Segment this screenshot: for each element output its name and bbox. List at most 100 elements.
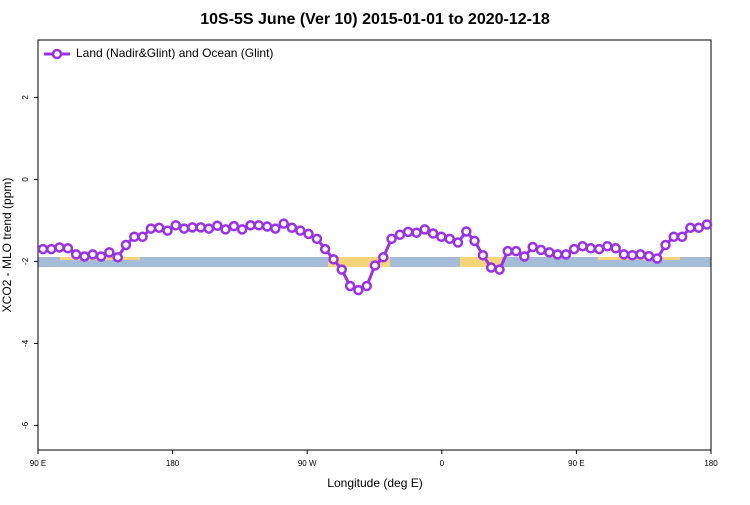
- land-strip: [328, 257, 390, 267]
- data-point: [635, 249, 646, 260]
- data-point: [195, 222, 206, 233]
- data-point: [452, 237, 464, 248]
- data-point: [693, 222, 704, 234]
- data-point: [685, 222, 696, 234]
- data-point: [610, 243, 621, 254]
- data-point: [46, 243, 57, 255]
- data-point: [485, 262, 497, 273]
- data-point: [668, 231, 680, 243]
- data-point: [245, 220, 256, 231]
- data-point: [228, 220, 240, 232]
- data-point: [137, 231, 148, 243]
- data-point: [502, 245, 514, 257]
- data-point: [270, 223, 281, 234]
- data-point: [212, 220, 223, 231]
- data-point: [568, 243, 580, 255]
- data-point: [278, 218, 289, 229]
- data-point: [303, 228, 314, 240]
- data-point: [203, 223, 215, 234]
- data-point: [535, 244, 547, 256]
- data-point: [402, 226, 414, 238]
- data-point: [95, 251, 107, 262]
- data-point: [552, 249, 563, 260]
- data-point: [477, 250, 489, 261]
- data-point: [369, 260, 381, 271]
- data-point: [253, 220, 264, 231]
- data-point: [311, 233, 323, 245]
- x-tick-label: 0: [440, 459, 445, 468]
- data-point: [353, 284, 364, 296]
- data-point: [593, 243, 605, 255]
- data-point: [494, 264, 505, 275]
- y-tick-label: -2: [21, 257, 30, 265]
- y-tick-label: -4: [21, 339, 30, 347]
- data-point: [378, 252, 389, 263]
- data-point: [544, 247, 555, 258]
- x-axis-label: Longitude (deg E): [327, 476, 422, 490]
- legend-marker: [51, 48, 63, 60]
- data-point: [129, 231, 140, 243]
- data-point: [394, 229, 406, 240]
- data-point: [461, 226, 472, 237]
- data-point: [427, 228, 439, 239]
- data-point: [444, 233, 455, 245]
- data-point: [577, 240, 588, 252]
- plot-frame: [37, 39, 712, 451]
- data-point: [145, 223, 157, 234]
- data-point: [701, 219, 713, 230]
- legend: Land (Nadir&Glint) and Ocean (Glint): [44, 46, 273, 60]
- data-point: [560, 249, 572, 260]
- data-point: [295, 225, 306, 236]
- y-tick-label: 0: [21, 177, 30, 182]
- data-point: [386, 233, 397, 245]
- data-point: [261, 221, 273, 232]
- y-axis-label: XCO2 - MLO trend (ppm): [0, 178, 14, 313]
- land-strip: [460, 257, 502, 267]
- data-point: [519, 251, 530, 262]
- data-point: [618, 249, 630, 260]
- data-point: [469, 235, 480, 247]
- data-point: [162, 225, 173, 236]
- data-point: [328, 254, 339, 265]
- legend-label: Land (Nadir&Glint) and Ocean (Glint): [76, 46, 273, 60]
- data-point: [79, 251, 90, 262]
- data-point: [62, 243, 74, 254]
- data-point: [120, 239, 132, 251]
- data-point: [676, 231, 688, 243]
- data-point: [602, 240, 613, 252]
- data-point: [527, 241, 538, 253]
- data-point: [419, 224, 431, 235]
- data-point: [336, 264, 347, 275]
- chart-title: 10S-5S June (Ver 10) 2015-01-01 to 2020-…: [200, 11, 550, 28]
- x-tick-label: 90 E: [30, 459, 46, 468]
- data-point: [153, 222, 165, 234]
- y-tick-label: 2: [21, 95, 30, 100]
- data-point: [627, 250, 638, 261]
- data-point: [510, 245, 522, 257]
- data-point: [643, 250, 655, 262]
- data-point: [585, 243, 597, 254]
- data-point: [411, 227, 422, 238]
- data-point: [220, 224, 231, 235]
- data-point: [660, 239, 671, 251]
- x-tick-label: 90 E: [568, 459, 584, 468]
- data-point: [54, 242, 65, 253]
- y-tick-label: -6: [21, 421, 30, 429]
- data-point: [70, 249, 82, 260]
- data-point: [361, 280, 372, 292]
- data-point: [286, 222, 298, 234]
- data-point: [170, 220, 181, 231]
- data-point: [87, 249, 98, 260]
- data-point: [344, 280, 356, 292]
- data-point: [651, 253, 663, 264]
- data-point: [37, 243, 49, 255]
- data-point: [187, 222, 198, 233]
- x-tick-label: 180: [166, 459, 180, 468]
- data-point: [436, 231, 447, 243]
- data-point: [236, 224, 248, 235]
- data-point: [104, 247, 115, 258]
- data-point: [112, 252, 123, 263]
- data-point: [178, 223, 190, 234]
